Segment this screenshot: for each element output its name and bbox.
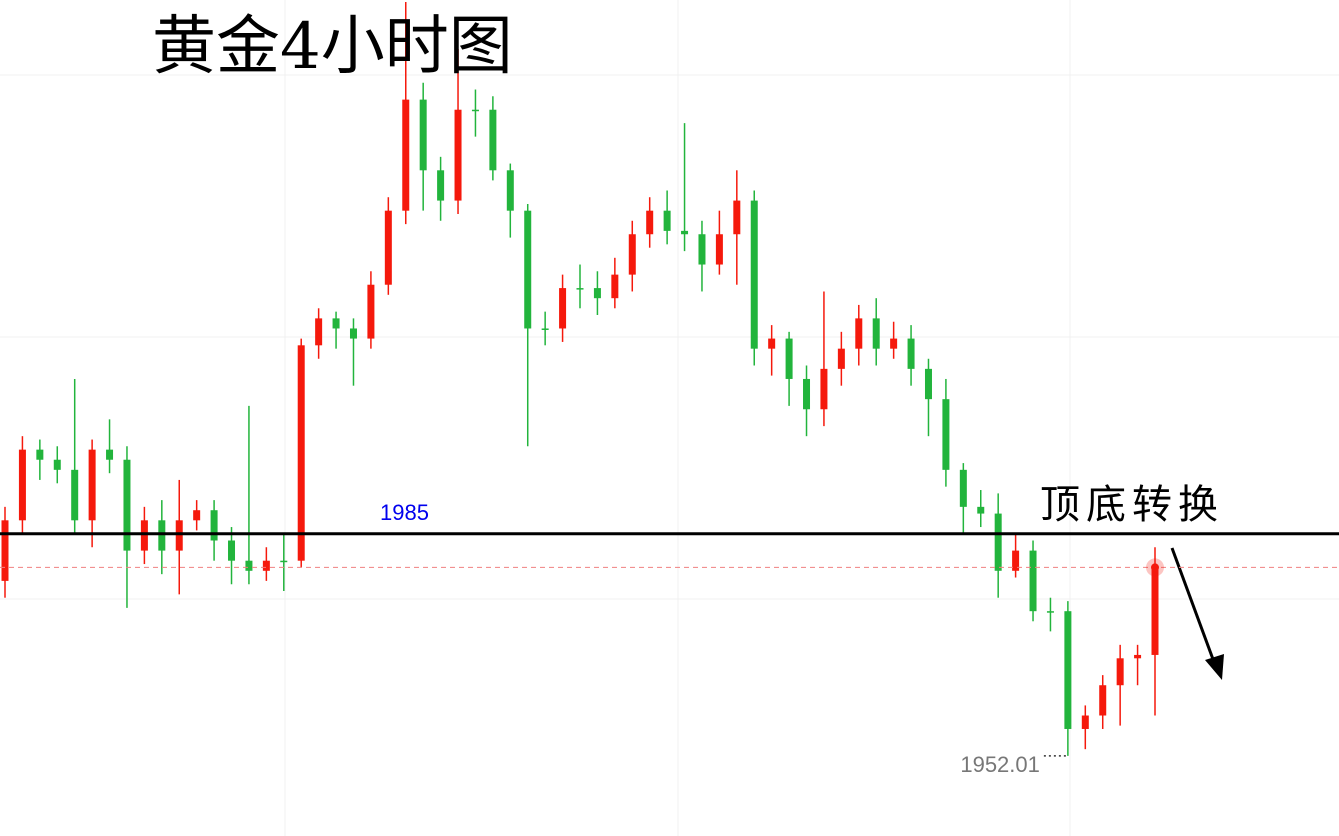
candle-body: [437, 170, 445, 201]
candle-body: [193, 510, 201, 521]
candle-body: [349, 328, 357, 339]
candle-body: [228, 540, 236, 561]
candle-body: [942, 399, 950, 470]
candle-body: [123, 459, 131, 551]
candle-body: [715, 234, 723, 265]
candle-body: [245, 560, 253, 571]
candle-body: [1046, 611, 1054, 613]
candle-body: [471, 109, 479, 112]
candle-body: [994, 513, 1002, 571]
candle-body: [698, 234, 706, 265]
candle-body: [1, 520, 9, 581]
candle-body: [140, 520, 148, 551]
candle-body: [506, 170, 514, 211]
candle-body: [681, 230, 689, 235]
candle-body: [106, 449, 114, 460]
candle-body: [1151, 567, 1159, 655]
candle-body: [541, 328, 549, 330]
candle-body: [646, 210, 654, 235]
candle-body: [628, 234, 636, 275]
candle-body: [18, 449, 26, 521]
candle-body: [820, 368, 828, 410]
candle-body: [454, 109, 462, 201]
candle-body: [1081, 715, 1089, 729]
candle-body: [1029, 550, 1037, 612]
candle-body: [1064, 611, 1072, 729]
candle-body: [977, 506, 985, 514]
candle-body: [1099, 685, 1107, 716]
candle-body: [332, 318, 340, 329]
candle-body: [890, 338, 898, 349]
chart-title: 黄金4小时图: [152, 10, 513, 84]
annotation: 顶底转换: [1040, 482, 1224, 528]
last-price-dot: [1151, 563, 1159, 572]
candle-body: [280, 560, 288, 563]
candle-body: [1116, 658, 1124, 686]
candle-body: [315, 318, 323, 346]
candle-body: [785, 338, 793, 379]
candle-body: [837, 348, 845, 369]
candle-body: [71, 469, 79, 521]
candle-body: [158, 520, 166, 551]
candle-body: [175, 520, 183, 551]
candle-body: [419, 99, 427, 171]
candle-body: [1012, 550, 1020, 571]
candle-body: [36, 449, 44, 460]
candle-body: [53, 459, 61, 470]
candle-body: [872, 318, 880, 349]
candle-body: [611, 274, 619, 299]
candle-body: [803, 378, 811, 410]
candle-body: [210, 510, 218, 541]
candle-body: [559, 288, 567, 329]
candle-body: [576, 288, 584, 290]
candle-body: [959, 469, 967, 507]
candle-body: [907, 338, 915, 369]
candle-body: [855, 318, 863, 349]
candle-body: [384, 210, 392, 285]
candle-body: [663, 210, 671, 231]
candle-body: [402, 99, 410, 211]
candle-body: [924, 368, 932, 400]
candle-body: [367, 284, 375, 339]
candle-body: [262, 560, 270, 571]
candle-body: [489, 109, 497, 171]
candle-body: [297, 345, 305, 561]
candle-body: [733, 200, 741, 235]
candle-body: [593, 288, 601, 299]
candle-body: [88, 449, 96, 521]
candle-body: [750, 200, 758, 349]
level-label: 1985: [380, 500, 429, 525]
candle-body: [524, 210, 532, 329]
candle-body: [1134, 654, 1142, 659]
low-label: 1952.01: [960, 752, 1040, 777]
candle-body: [768, 338, 776, 349]
